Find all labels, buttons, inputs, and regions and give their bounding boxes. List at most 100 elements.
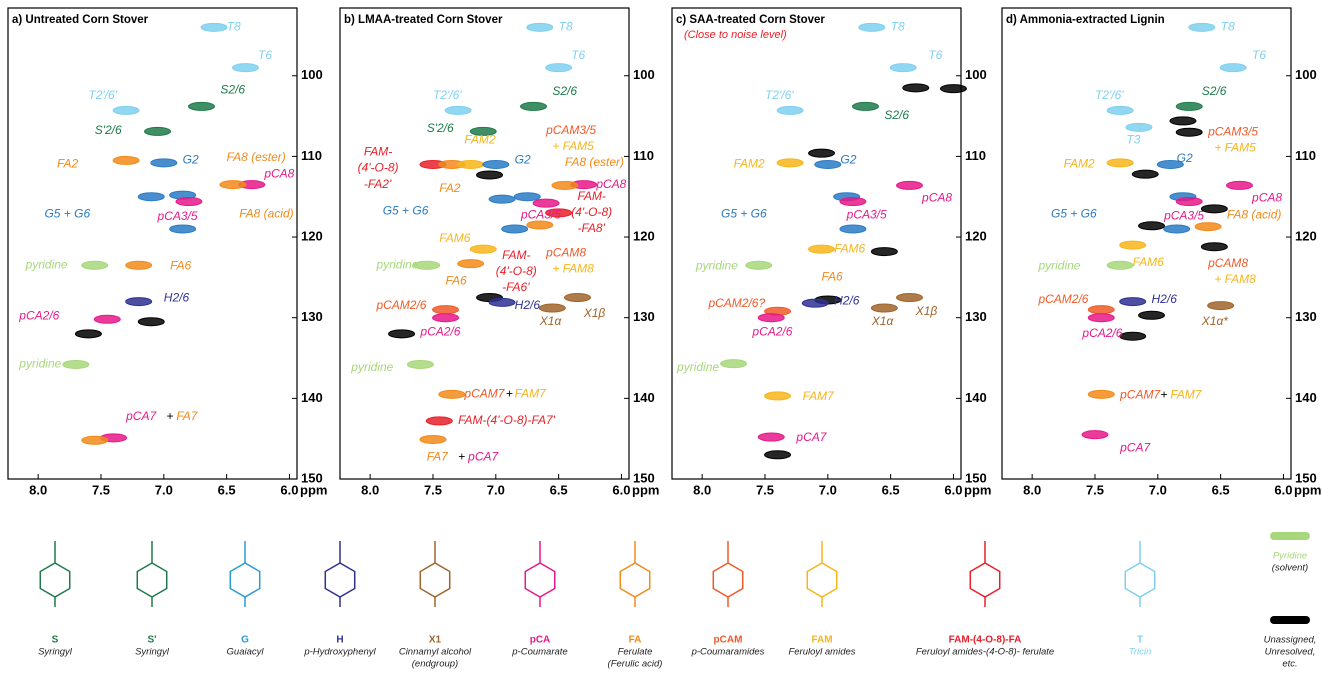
peak-label: T8 xyxy=(1221,20,1235,34)
x-tick-label: 6.0 xyxy=(1274,482,1292,497)
peak xyxy=(1200,242,1228,252)
peak xyxy=(1169,116,1197,126)
peak xyxy=(1138,221,1166,231)
legend-note: Unresolved, xyxy=(1265,647,1316,658)
peak xyxy=(413,260,441,270)
panel-subtitle: (Close to noise level) xyxy=(684,29,787,41)
structure-note: (Ferulic acid) xyxy=(608,659,663,670)
peak-label: pCAM2/6? xyxy=(707,296,765,310)
peak-label: G5 + G6 xyxy=(383,203,429,217)
peak-label: T2'/6' xyxy=(1095,88,1124,102)
peak xyxy=(1163,224,1191,234)
structure-name: p-Coumaramides xyxy=(691,647,765,658)
x-tick-label: 6.0 xyxy=(280,482,298,497)
x-tick-label: 7.0 xyxy=(819,482,837,497)
y-tick-label: 130 xyxy=(1295,309,1317,324)
y-tick-label: 120 xyxy=(301,228,323,243)
peak-label: pCA8 xyxy=(921,191,952,205)
peak xyxy=(870,247,898,257)
y-tick-label: 130 xyxy=(965,309,987,324)
y-tick-label: 110 xyxy=(1295,148,1316,163)
plot-frame xyxy=(1001,7,1292,480)
peak xyxy=(137,192,165,202)
legend-extra: etc. xyxy=(1282,659,1297,670)
peak-label: pCA7 xyxy=(125,409,157,423)
y-tick-label: 120 xyxy=(1295,228,1317,243)
y-tick-label: 110 xyxy=(965,148,986,163)
x-tick-label: 7.5 xyxy=(424,482,442,497)
peak-label: S'2/6 xyxy=(427,121,454,135)
peak xyxy=(538,303,566,313)
peak-label: T6 xyxy=(571,48,585,62)
peak xyxy=(745,260,773,270)
x-tick-label: 7.5 xyxy=(1086,482,1104,497)
peak-label: pCAM3/5 xyxy=(1207,124,1258,138)
peak-label: H2/6 xyxy=(834,294,860,308)
panel-title: b) LMAA-treated Corn Stover xyxy=(344,14,503,26)
y-tick-label: 120 xyxy=(633,228,655,243)
peak-label: G5 + G6 xyxy=(1051,207,1097,221)
peak-label: FAM2 xyxy=(464,132,495,146)
structure-name: p-Coumarate xyxy=(511,647,567,658)
y-tick-label: 100 xyxy=(301,67,323,82)
peak xyxy=(432,313,460,323)
peak xyxy=(1175,101,1203,111)
y-tick-label: 150 xyxy=(633,470,655,485)
peak xyxy=(457,259,485,269)
ring xyxy=(324,562,356,598)
peak xyxy=(902,83,930,93)
peak xyxy=(1125,122,1153,132)
peak-label: S2/6 xyxy=(1202,84,1227,98)
peak-label: pCAM7 xyxy=(463,386,505,400)
peak xyxy=(231,63,259,73)
peak-label: H2/6 xyxy=(164,291,190,305)
peak xyxy=(1119,331,1147,341)
peak-label: -FA2' xyxy=(364,177,392,191)
peak-label: T2'/6' xyxy=(433,88,462,102)
peak xyxy=(776,158,804,168)
y-tick-label: 140 xyxy=(965,390,987,405)
peak-label: G2 xyxy=(840,153,856,167)
peak-label: + xyxy=(1160,387,1167,401)
peak xyxy=(526,220,554,230)
peak-label: pCA2/6 xyxy=(751,324,792,338)
peak-label: FA8 (acid) xyxy=(1227,207,1281,221)
peak xyxy=(81,260,109,270)
peak xyxy=(137,317,165,327)
peak xyxy=(432,305,460,315)
y-tick-label: 110 xyxy=(301,148,322,163)
structure-code: G xyxy=(241,635,249,646)
peak-label: pCA2/6 xyxy=(1081,326,1122,340)
peak xyxy=(764,391,792,401)
peak-label: pCA3/5 xyxy=(846,207,887,221)
peak-label: pCA3/5 xyxy=(1163,208,1204,222)
peak xyxy=(545,208,573,218)
peak xyxy=(1106,105,1134,115)
peak-label: + xyxy=(458,449,465,463)
peak xyxy=(889,63,917,73)
peak-label: FAM-(4'-O-8)-FA7' xyxy=(458,413,556,427)
x-axis-label: ppm xyxy=(1294,482,1321,497)
peak xyxy=(526,22,554,32)
y-tick-label: 110 xyxy=(633,148,654,163)
peak-label: pCA8 xyxy=(1251,191,1282,205)
peak xyxy=(150,158,178,168)
structure-code: X1 xyxy=(429,635,442,646)
peak-label: -FA8' xyxy=(577,221,605,235)
structure-note: (endgroup) xyxy=(412,659,458,670)
peak-label: (4'-O-8) xyxy=(571,205,612,219)
peak xyxy=(438,389,466,399)
ring xyxy=(619,562,651,598)
peak-label: (4'-O-8) xyxy=(358,161,399,175)
structure-code: pCA xyxy=(530,635,551,646)
peak-label: + xyxy=(166,409,173,423)
peak-label: + FAM5 xyxy=(552,139,594,153)
structure-name: Syringyl xyxy=(38,647,73,658)
x-tick-label: 7.0 xyxy=(1149,482,1167,497)
peak-label: T8 xyxy=(227,20,241,34)
peak-label: FA6 xyxy=(822,270,843,284)
peak-label: pCAM8 xyxy=(545,245,586,259)
x-tick-label: 6.5 xyxy=(1212,482,1230,497)
peak-label: FAM2 xyxy=(734,157,765,171)
x-tick-label: 7.5 xyxy=(756,482,774,497)
